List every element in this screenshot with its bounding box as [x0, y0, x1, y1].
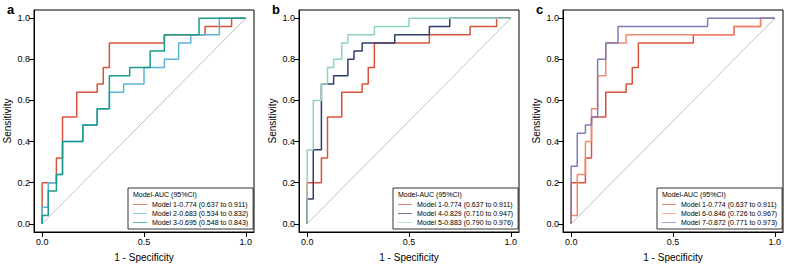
svg-text:Model 1-0.774 (0.637 to 0.911): Model 1-0.774 (0.637 to 0.911)	[152, 201, 248, 209]
svg-text:Model 5-0.883 (0.790 to 0.976): Model 5-0.883 (0.790 to 0.976)	[417, 219, 513, 227]
svg-text:0.6: 0.6	[282, 95, 295, 105]
svg-text:0.2: 0.2	[17, 178, 30, 188]
svg-text:Model 7-0.872 (0.771 to 0.973): Model 7-0.872 (0.771 to 0.973)	[681, 219, 777, 227]
svg-text:1.0: 1.0	[240, 237, 253, 247]
svg-text:1 - Specificity: 1 - Specificity	[643, 252, 702, 263]
svg-text:Model-AUC (95%CI): Model-AUC (95%CI)	[398, 191, 462, 199]
svg-text:1 - Specificity: 1 - Specificity	[114, 252, 173, 263]
svg-text:0.5: 0.5	[138, 237, 151, 247]
svg-text:0.0: 0.0	[301, 237, 314, 247]
svg-text:0.0: 0.0	[565, 237, 578, 247]
svg-text:0.4: 0.4	[546, 137, 559, 147]
svg-text:0.8: 0.8	[282, 54, 295, 64]
svg-text:0.8: 0.8	[546, 54, 559, 64]
svg-text:1.0: 1.0	[769, 237, 782, 247]
svg-text:0.0: 0.0	[546, 219, 559, 229]
svg-text:0.0: 0.0	[36, 237, 49, 247]
svg-text:Model 3-0.695 (0.548 to 0.843): Model 3-0.695 (0.548 to 0.843)	[152, 219, 248, 227]
svg-text:Model 2-0.683 (0.534 to 0.832): Model 2-0.683 (0.534 to 0.832)	[152, 210, 248, 218]
svg-text:Model 1-0.774 (0.637 to 0.911): Model 1-0.774 (0.637 to 0.911)	[681, 201, 777, 209]
svg-text:0.0: 0.0	[282, 219, 295, 229]
svg-text:0.0: 0.0	[17, 219, 30, 229]
svg-text:Model 6-0.846 (0.726 to 0.967): Model 6-0.846 (0.726 to 0.967)	[681, 210, 777, 218]
svg-text:0.4: 0.4	[17, 137, 30, 147]
svg-text:0.4: 0.4	[282, 137, 295, 147]
svg-text:Model 1-0.774 (0.637 to 0.911): Model 1-0.774 (0.637 to 0.911)	[417, 201, 513, 209]
svg-text:0.6: 0.6	[17, 95, 30, 105]
svg-text:1 - Specificity: 1 - Specificity	[379, 252, 438, 263]
svg-text:Model 4-0.829 (0.710 to 0.947): Model 4-0.829 (0.710 to 0.947)	[417, 210, 513, 218]
svg-text:c: c	[536, 2, 543, 17]
svg-text:Sensitivity: Sensitivity	[531, 98, 542, 143]
svg-text:0.2: 0.2	[546, 178, 559, 188]
svg-text:Model-AUC (95%CI): Model-AUC (95%CI)	[662, 191, 726, 199]
svg-text:0.6: 0.6	[546, 95, 559, 105]
svg-text:0.8: 0.8	[17, 54, 30, 64]
svg-text:1.0: 1.0	[546, 13, 559, 23]
svg-text:0.5: 0.5	[403, 237, 416, 247]
svg-text:Sensitivity: Sensitivity	[267, 98, 278, 143]
svg-text:a: a	[7, 2, 15, 17]
svg-text:0.2: 0.2	[282, 178, 295, 188]
svg-text:Sensitivity: Sensitivity	[2, 98, 13, 143]
svg-text:0.5: 0.5	[667, 237, 680, 247]
svg-text:b: b	[272, 2, 280, 17]
svg-text:1.0: 1.0	[282, 13, 295, 23]
svg-text:1.0: 1.0	[17, 13, 30, 23]
svg-text:1.0: 1.0	[505, 237, 518, 247]
svg-text:Model-AUC (95%CI): Model-AUC (95%CI)	[133, 191, 197, 199]
